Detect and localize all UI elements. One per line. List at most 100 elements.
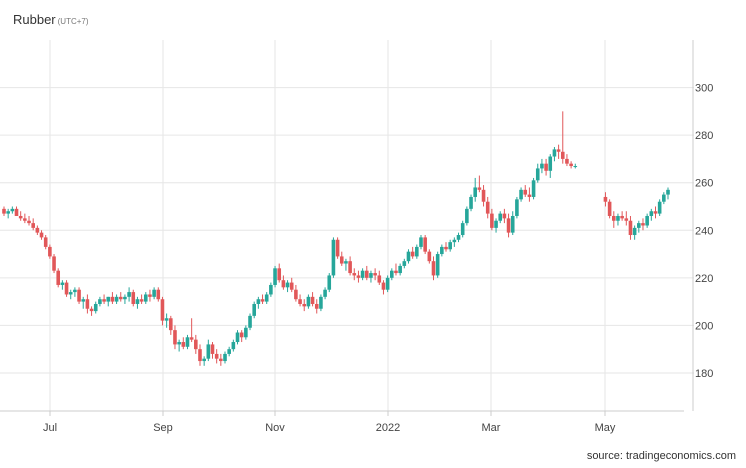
candle-body xyxy=(666,189,670,195)
candle-body xyxy=(277,268,282,281)
candle-body xyxy=(77,289,81,302)
candle-body xyxy=(285,282,290,288)
candle-body xyxy=(510,215,515,233)
candle-body xyxy=(264,294,269,302)
candle-body xyxy=(31,223,35,228)
candle-body xyxy=(335,239,340,257)
candle-body xyxy=(552,149,557,157)
candle-body xyxy=(419,237,423,247)
candle-body xyxy=(415,246,419,257)
candle-body xyxy=(603,196,608,202)
candle-body xyxy=(485,201,490,214)
y-tick-label: 280 xyxy=(695,130,713,142)
candle-body xyxy=(377,275,382,283)
candle-body xyxy=(214,353,219,359)
candle-body xyxy=(456,235,461,240)
candle-body xyxy=(527,194,532,197)
candle-body xyxy=(548,156,553,171)
candle-body xyxy=(231,342,236,350)
candle-body xyxy=(73,289,77,293)
candle-body xyxy=(394,270,398,274)
candle-body xyxy=(620,215,624,219)
chart-title: Rubber (UTC+7) xyxy=(13,12,89,27)
candle-body xyxy=(540,163,544,169)
candle-body xyxy=(52,256,56,271)
candle-body xyxy=(160,299,165,321)
candle-body xyxy=(252,303,256,316)
candle-body xyxy=(352,273,357,276)
candle-body xyxy=(473,187,478,197)
candle-body xyxy=(223,353,227,362)
candle-body xyxy=(645,215,649,226)
candle-body xyxy=(390,270,394,278)
candle-body xyxy=(219,358,223,362)
y-tick-label: 180 xyxy=(695,368,713,380)
x-tick-label: Jul xyxy=(43,422,57,434)
candle-body xyxy=(118,296,123,300)
candle-body xyxy=(494,220,498,228)
candle-body xyxy=(98,299,102,304)
candle-body xyxy=(206,344,211,359)
candle-body xyxy=(135,299,140,304)
candle-body xyxy=(481,189,486,202)
candle-body xyxy=(406,251,411,262)
candle-body xyxy=(273,268,277,285)
candle-body xyxy=(435,254,440,276)
grid-layer xyxy=(0,40,694,411)
candle-body xyxy=(156,289,161,300)
x-tick-label: Nov xyxy=(265,422,285,434)
candle-body xyxy=(2,208,6,214)
candle-body xyxy=(490,213,494,228)
candle-body xyxy=(35,227,40,233)
candle-body xyxy=(39,232,44,238)
x-tick-label: Mar xyxy=(482,422,501,434)
candle-body xyxy=(662,194,666,202)
candle-body xyxy=(256,299,261,304)
candle-body xyxy=(360,270,365,278)
candle-body xyxy=(181,342,186,347)
candle-body xyxy=(440,246,444,255)
candle-body xyxy=(148,294,152,297)
candle-body xyxy=(269,284,273,295)
candle-body xyxy=(139,299,144,302)
candle-body xyxy=(319,296,323,309)
candle-body xyxy=(637,223,641,228)
candle-body xyxy=(515,199,519,216)
candle-body xyxy=(23,218,27,221)
candle-body xyxy=(131,292,136,304)
candle-body xyxy=(431,261,436,276)
candle-body xyxy=(294,289,298,300)
candle-body xyxy=(653,211,658,214)
y-tick-label: 240 xyxy=(695,225,713,237)
candle-body xyxy=(385,277,390,290)
candle-body xyxy=(81,299,86,302)
candle-body xyxy=(260,299,265,302)
x-tick-label: 2022 xyxy=(376,422,400,434)
candle-body xyxy=(281,280,286,288)
candle-body xyxy=(93,303,98,312)
candle-body xyxy=(364,270,369,278)
candle-body xyxy=(331,239,336,276)
candle-body xyxy=(477,187,482,190)
candle-body xyxy=(289,282,294,290)
candle-body xyxy=(106,296,111,302)
candle-body xyxy=(323,289,327,297)
y-tick-label: 200 xyxy=(695,320,713,332)
candle-body xyxy=(427,251,432,262)
candle-body xyxy=(110,296,115,302)
candle-body xyxy=(68,292,73,295)
candle-body xyxy=(185,337,190,347)
candle-body xyxy=(194,339,198,350)
candle-body xyxy=(556,149,561,152)
candle-body xyxy=(64,282,69,295)
candle-body xyxy=(410,251,415,257)
candle-body xyxy=(452,239,457,243)
candle-body xyxy=(506,218,511,233)
candle-body xyxy=(189,337,194,340)
candles-layer xyxy=(2,111,670,366)
candle-body xyxy=(498,213,503,221)
candle-body xyxy=(173,330,177,345)
candle-body xyxy=(202,358,206,362)
candle-body xyxy=(465,208,469,224)
